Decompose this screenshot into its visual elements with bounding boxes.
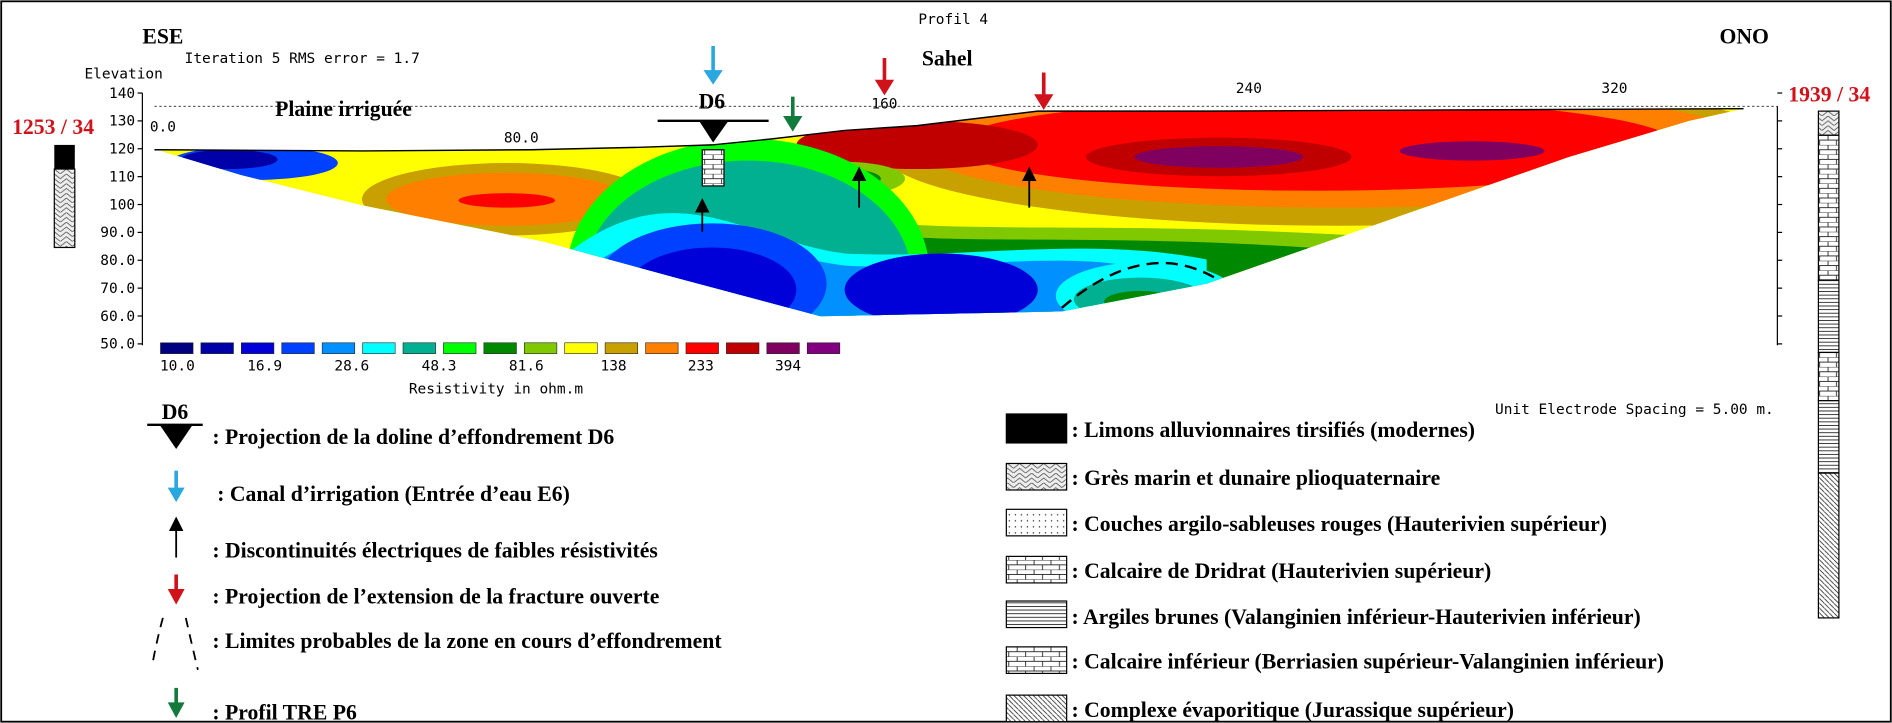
x-tick-label: 160 [871,97,897,113]
x-tick-label: 0.0 [150,120,176,136]
legend-symbol-text: : Projection de l’extension de la fractu… [212,584,659,608]
legend-lithology-text: : Grès marin et dunaire plioquaternaire [1071,466,1440,490]
x-tick-label: 240 [1236,81,1262,97]
scale-box [645,342,679,354]
doline-triangle [699,121,728,143]
y-tick-label: 110 [109,169,135,185]
scale-box [685,342,719,354]
legend-d6: D6 [162,400,189,424]
scale-box [321,342,356,354]
y-tick-label: 70.0 [100,281,135,297]
right-log [1817,110,1840,619]
legend-symbol-text: : Limites probables de la zone en cours … [212,629,722,653]
title: Profil 4 [918,12,988,28]
legend-lithology-text: : Couches argilo-sableuses rouges (Haute… [1071,512,1607,536]
scale-box [402,342,436,354]
scale-box [160,342,194,354]
doline-label: D6 [699,90,726,114]
x-tick-label: 80.0 [504,130,539,146]
scale-label: 10.0 [160,359,195,375]
legend-lithology-text: : Complexe évaporitique (Jurassique supé… [1071,698,1513,722]
y-tick-label: 80.0 [100,253,135,269]
locality: Sahel [922,46,973,70]
left-log [53,168,76,249]
y-tick-label: 90.0 [100,225,135,241]
scale-box [726,342,760,354]
scale-box [564,342,598,354]
scale-box [604,342,639,354]
scale-box [443,342,477,354]
scale-box [362,342,396,354]
y-tick-label: 130 [109,114,135,130]
legend-lithology-text: : Calcaire de Dridrat (Hauterivien supér… [1071,559,1491,583]
legend-lithology-text: : Calcaire inférieur (Berriasien supérie… [1071,650,1664,674]
scale-box [281,342,315,354]
left-log-top [54,144,75,170]
direction-left: ESE [142,25,183,49]
scale-box [200,342,234,354]
left-borehole: 1253 / 34 [12,115,94,139]
scale-box [766,342,800,354]
legend-lithology-text: : Limons alluvionnaires tirsifiés (moder… [1071,418,1475,442]
legend-lithology-boxes [1005,413,1068,723]
topography [154,107,1744,152]
y-tick-label: 60.0 [100,309,135,325]
y-tick-label: 100 [109,197,135,213]
scale-label: 16.9 [247,359,282,375]
legend-symbol-text: : Profil TRE P6 [212,700,357,723]
scale-label: 81.6 [509,359,544,375]
y-tick-label: 50.0 [100,337,135,353]
scale-box [483,342,517,354]
scale-label: 48.3 [422,359,457,375]
iteration: Iteration 5 RMS error = 1.7 [185,51,420,67]
direction-right: ONO [1719,25,1768,49]
scale-label: 138 [601,359,627,375]
scale-box [523,342,558,354]
legend-symbol-text: : Discontinuités électriques de faibles … [212,539,657,563]
legend-symbol-text: : Projection de la doline d’effondrement… [212,425,614,449]
legend-lithology-text: : Argiles brunes (Valanginien inférieur-… [1071,605,1640,629]
y-tick-label: 140 [109,86,135,102]
scale-title: Resistivity in ohm.m [409,381,584,397]
scale-label: 394 [775,359,801,375]
scale-box [241,342,275,354]
scale-label: 28.6 [334,359,369,375]
elevation-label: Elevation [84,67,162,83]
collapse-limit [1061,261,1220,309]
legend-symbol-text: : Canal d’irrigation (Entrée d’eau E6) [217,482,570,506]
borehole-d6 [701,149,725,187]
scale-label: 233 [688,359,714,375]
plain-label: Plaine irriguée [275,97,412,121]
legend-symbols [147,423,203,719]
spacing-note: Unit Electrode Spacing = 5.00 m. [1495,402,1774,418]
scale-box [806,342,841,354]
x-tick-label: 320 [1601,81,1627,97]
right-borehole: 1939 / 34 [1788,82,1870,106]
y-tick-label: 120 [109,142,135,158]
arrows [695,45,1054,232]
